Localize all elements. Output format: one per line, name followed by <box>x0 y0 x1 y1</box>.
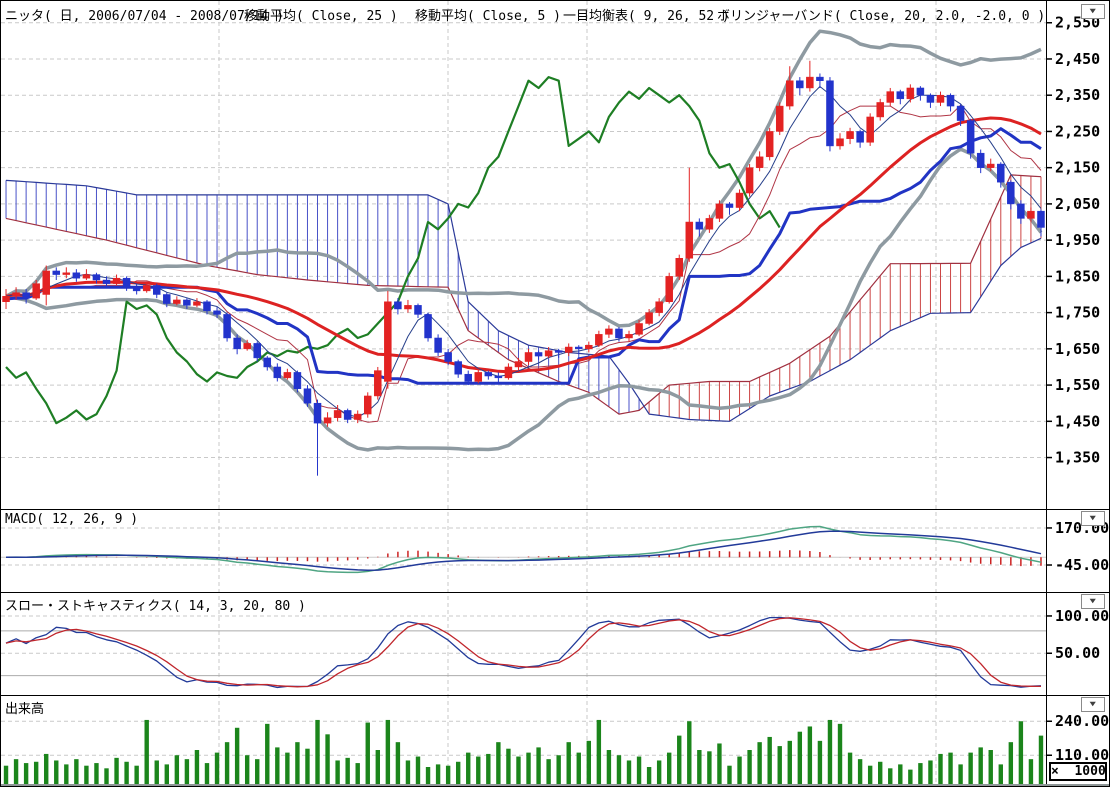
stoch-panel-title: スロー・ストキャスティクス( 14, 3, 20, 80 ) <box>5 599 306 614</box>
chevron-down-icon: ▼ <box>1089 513 1097 523</box>
svg-text:50.00: 50.00 <box>1055 644 1100 662</box>
svg-text:100.00: 100.00 <box>1055 607 1109 625</box>
macd-panel-menu-button[interactable]: ▼ <box>1081 511 1105 526</box>
legend-bollinger: ボリンジャーバンド( Close, 20, 2.0, -2.0, 0 ) <box>717 9 1046 24</box>
svg-text:110.00: 110.00 <box>1055 746 1109 764</box>
volume-unit-label: × 1000 <box>1049 762 1107 781</box>
volume-panel-menu-button[interactable]: ▼ <box>1081 697 1105 712</box>
svg-text:1,650: 1,650 <box>1055 340 1100 358</box>
svg-text:1,450: 1,450 <box>1055 412 1100 430</box>
svg-text:2,450: 2,450 <box>1055 50 1100 68</box>
stoch-panel-menu-button[interactable]: ▼ <box>1081 594 1105 609</box>
svg-text:2,150: 2,150 <box>1055 159 1100 177</box>
svg-text:1,550: 1,550 <box>1055 376 1100 394</box>
macd-panel-title: MACD( 12, 26, 9 ) <box>5 512 139 527</box>
svg-text:1,950: 1,950 <box>1055 231 1100 249</box>
svg-text:-45.00: -45.00 <box>1055 556 1109 574</box>
svg-text:2,350: 2,350 <box>1055 86 1100 104</box>
legend-ma5: 移動平均( Close, 5 ) <box>415 9 561 24</box>
svg-text:2,050: 2,050 <box>1055 195 1100 213</box>
volume-panel-title: 出来高 <box>5 702 45 717</box>
chevron-down-icon: ▼ <box>1089 6 1097 16</box>
chevron-down-icon: ▼ <box>1089 596 1097 606</box>
legend-ma25: 移動平均( Close, 25 ) <box>244 9 398 24</box>
svg-text:1,350: 1,350 <box>1055 449 1100 467</box>
main-panel-menu-button[interactable]: ▼ <box>1081 4 1105 19</box>
chevron-down-icon: ▼ <box>1089 699 1097 709</box>
legend-ichimoku: 一目均衡表( 9, 26, 52 ) <box>563 9 730 24</box>
bottom-border-strip <box>1 784 1109 786</box>
svg-text:240.00: 240.00 <box>1055 712 1109 730</box>
legend-symbol: ニッタ( 日, 2006/07/04 - 2008/07/14 ) <box>5 9 284 24</box>
svg-text:1,750: 1,750 <box>1055 304 1100 322</box>
svg-text:1,850: 1,850 <box>1055 267 1100 285</box>
svg-text:2,250: 2,250 <box>1055 122 1100 140</box>
